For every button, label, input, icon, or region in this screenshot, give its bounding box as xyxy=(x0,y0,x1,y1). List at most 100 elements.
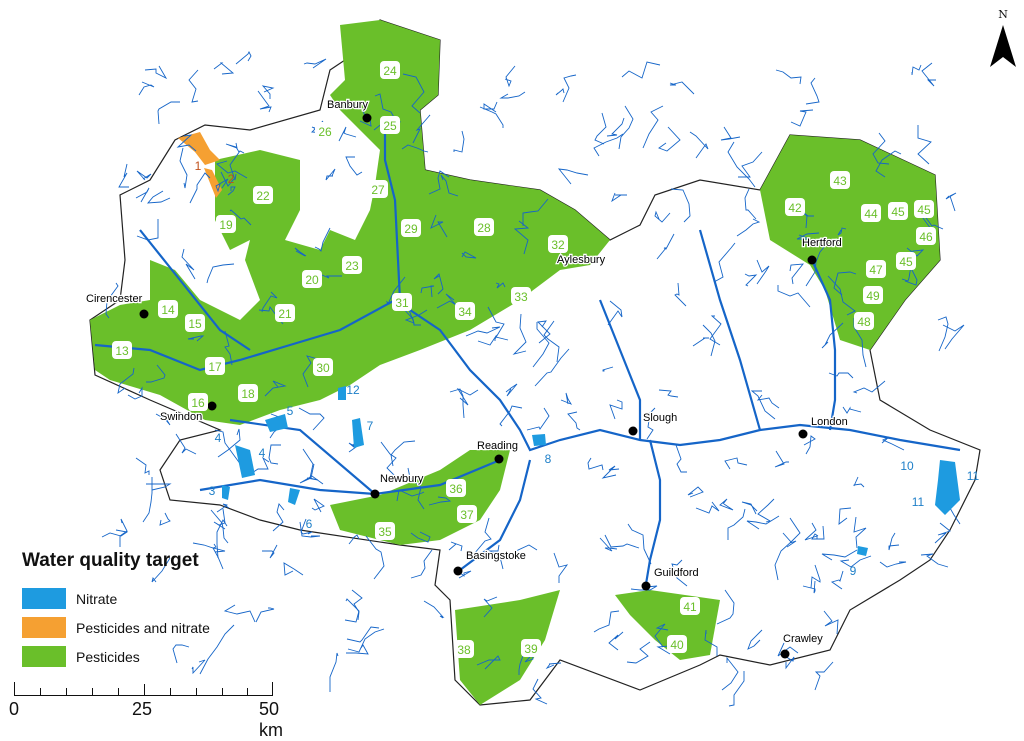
tributary xyxy=(188,69,199,103)
tributary xyxy=(713,242,736,283)
tributary xyxy=(151,557,171,583)
tributary xyxy=(187,335,205,342)
town-label: Aylesbury xyxy=(557,254,606,266)
town-dot xyxy=(798,429,808,439)
tributary xyxy=(534,348,570,387)
tributary xyxy=(543,320,560,363)
catchment-label: 32 xyxy=(551,238,565,252)
catchment-label: 38 xyxy=(457,643,471,657)
tributary xyxy=(757,498,775,523)
tributary xyxy=(344,598,360,623)
catchment-label: 21 xyxy=(278,307,292,321)
tributary xyxy=(380,441,397,478)
catchment-label: 3 xyxy=(209,484,216,498)
tributary xyxy=(136,219,159,241)
catchment-label: 31 xyxy=(395,296,409,310)
tributary xyxy=(839,555,872,568)
legend-item-pesticides-and-nitrate: Pesticides and nitrate xyxy=(22,613,210,642)
tributary xyxy=(181,248,196,280)
catchment-label: 28 xyxy=(477,221,491,235)
catchment-label-box xyxy=(830,171,850,189)
tributary xyxy=(440,174,459,197)
basin-boundary xyxy=(89,19,981,706)
tributary xyxy=(246,456,270,477)
tributary xyxy=(593,133,624,157)
catchment-label: 22 xyxy=(256,189,270,203)
catchment-label: 20 xyxy=(305,273,319,287)
tributary xyxy=(189,172,211,204)
tributary xyxy=(626,641,651,664)
nitrate-lake-0 xyxy=(265,414,288,432)
tributary xyxy=(786,517,801,548)
tributary xyxy=(227,186,236,196)
town-dot xyxy=(207,401,217,411)
tributary xyxy=(216,160,248,179)
tributary xyxy=(532,322,550,368)
tributary xyxy=(428,496,452,506)
tributary xyxy=(423,600,445,619)
tributary xyxy=(879,561,907,568)
main-river-1 xyxy=(383,120,402,301)
catchment-label-box xyxy=(401,219,421,237)
catchment-label: 17 xyxy=(208,360,222,374)
tributary xyxy=(594,112,607,145)
catchment-label: 23 xyxy=(345,259,359,273)
tributary xyxy=(604,534,640,549)
tributary xyxy=(607,300,623,326)
town-label: Slough xyxy=(643,412,677,424)
main-river-5 xyxy=(459,459,532,571)
catchment-label-box xyxy=(238,384,258,402)
nitrate-lake-8 xyxy=(338,386,346,400)
tributary xyxy=(302,355,319,388)
catchment-label-box xyxy=(888,202,908,220)
catchment-label-box xyxy=(112,341,132,359)
tributary xyxy=(430,214,448,238)
tributary xyxy=(261,85,275,99)
tributary xyxy=(299,463,324,485)
catchment-label: 39 xyxy=(524,642,538,656)
catchment-label: 42 xyxy=(788,201,802,215)
tributary xyxy=(621,61,661,79)
catchment-label: 49 xyxy=(866,289,880,303)
tributary xyxy=(810,564,821,589)
pesticide-area-northwest xyxy=(90,20,610,425)
catchment-label: 14 xyxy=(161,303,175,317)
catchment-label-box xyxy=(916,227,936,245)
tributary xyxy=(155,413,172,426)
tributary xyxy=(796,232,820,240)
tributary xyxy=(555,88,565,96)
tributary xyxy=(821,549,858,561)
legend-label: Pesticides xyxy=(76,648,140,665)
nitrate-lake-5 xyxy=(532,434,546,446)
tributary xyxy=(488,544,504,570)
tributary xyxy=(658,389,679,398)
tributary xyxy=(495,282,506,289)
catchment-label: 26 xyxy=(318,125,332,139)
tributary xyxy=(805,77,820,105)
catchment-label: 7 xyxy=(367,419,374,433)
catchment-label: 9 xyxy=(850,564,857,578)
main-river-8 xyxy=(698,229,762,431)
catchment-map: Banbury Cirencester Swindon Aylesbury Readin… xyxy=(85,19,981,707)
tributary xyxy=(744,188,757,220)
tributary xyxy=(199,624,235,675)
tributary xyxy=(911,64,922,76)
tributary xyxy=(741,501,758,515)
tributary xyxy=(146,190,171,204)
legend-label: Nitrate xyxy=(76,590,118,607)
tributary xyxy=(724,457,748,470)
tributary xyxy=(727,141,756,188)
catchment-label: 35 xyxy=(378,525,392,539)
catchment-label: 44 xyxy=(864,207,878,221)
legend-item-nitrate: Nitrate xyxy=(22,584,210,613)
nitrate-lake-6 xyxy=(935,460,960,515)
tributary xyxy=(499,405,523,427)
catchment-label-box xyxy=(457,505,477,523)
nitrate-lake-3 xyxy=(288,488,300,505)
tributary xyxy=(709,315,722,346)
town-label: Crawley xyxy=(783,633,823,645)
tributary xyxy=(135,187,150,203)
tributary xyxy=(720,126,741,141)
catchment-label-box xyxy=(342,256,362,274)
tributary xyxy=(830,570,844,590)
